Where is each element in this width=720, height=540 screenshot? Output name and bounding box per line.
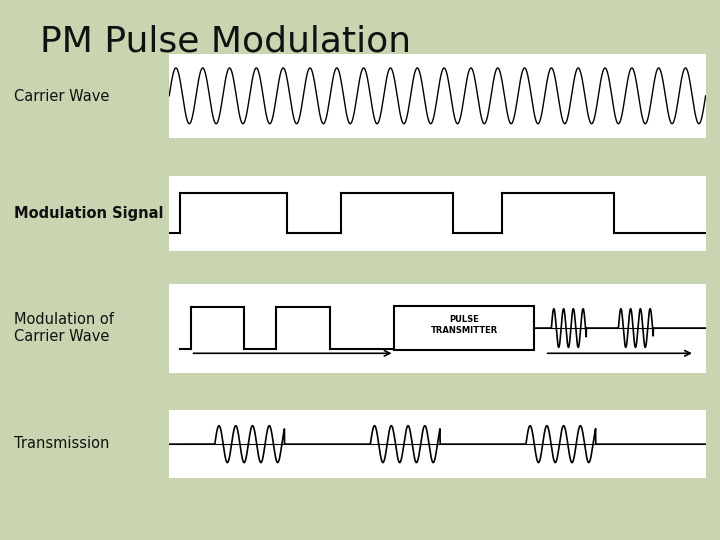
Text: Modulation Signal: Modulation Signal xyxy=(14,206,164,221)
Text: Modulation of
Carrier Wave: Modulation of Carrier Wave xyxy=(14,312,114,344)
Text: PM Pulse Modulation: PM Pulse Modulation xyxy=(40,24,410,58)
Text: Transmission: Transmission xyxy=(14,436,109,451)
Text: PULSE
TRANSMITTER: PULSE TRANSMITTER xyxy=(431,315,498,335)
Bar xyxy=(395,306,534,350)
Text: Carrier Wave: Carrier Wave xyxy=(14,89,109,104)
